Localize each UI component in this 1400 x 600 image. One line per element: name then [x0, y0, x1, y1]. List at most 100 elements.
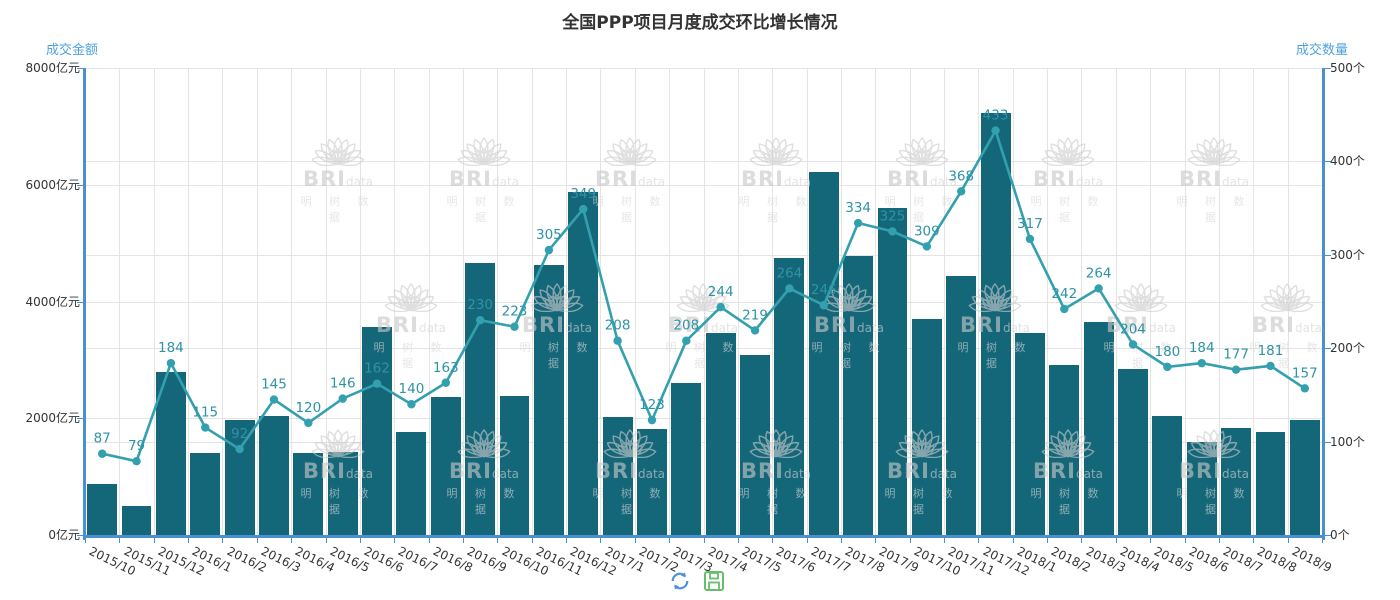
right-axis-tick-label: 300个	[1330, 247, 1365, 262]
line-point-2017/11[interactable]	[957, 187, 966, 196]
line-point-2015/11[interactable]	[132, 457, 141, 466]
bar-2017/6[interactable]	[774, 257, 805, 535]
bar-2017/4[interactable]	[705, 333, 736, 535]
line-point-2017/6[interactable]	[785, 284, 794, 293]
refresh-icon[interactable]	[668, 569, 692, 593]
line-point-2016/11[interactable]	[544, 245, 554, 255]
bar-2018/4[interactable]	[1118, 369, 1148, 535]
v-gridline	[359, 68, 361, 535]
bar-2016/9[interactable]	[465, 262, 496, 535]
line-point-2016/7[interactable]	[407, 400, 416, 409]
line-value-label: 223	[502, 304, 528, 320]
line-point-2016/10[interactable]	[510, 322, 519, 331]
bar-2017/10[interactable]	[911, 319, 942, 535]
line-value-label: 115	[192, 405, 218, 421]
bar-2016/5[interactable]	[327, 451, 358, 535]
bar-2017/9[interactable]	[877, 208, 908, 535]
line-point-2016/5[interactable]	[338, 394, 347, 403]
line-value-label: 184	[158, 340, 184, 356]
bar-2016/4[interactable]	[293, 452, 324, 535]
left-axis-line	[83, 68, 86, 540]
line-path	[101, 127, 1306, 463]
bar-2017/7[interactable]	[808, 171, 839, 535]
x-axis-tick	[1115, 538, 1117, 543]
line-point-2018/4[interactable]	[1128, 340, 1138, 349]
line-point-2017/9[interactable]	[888, 227, 897, 236]
x-axis-tick	[772, 538, 774, 543]
line-point-2018/1[interactable]	[1025, 234, 1035, 244]
line-point-2016/2[interactable]	[235, 444, 244, 454]
bar-2015/11[interactable]	[121, 505, 152, 535]
line-point-2016/1[interactable]	[201, 423, 210, 432]
bar-2018/1[interactable]	[1014, 333, 1045, 535]
line-point-2017/10[interactable]	[922, 242, 932, 251]
v-gridline	[188, 68, 190, 535]
x-axis-tick	[462, 538, 464, 543]
line-value-label: 181	[1258, 343, 1284, 359]
line-point-2018/5[interactable]	[1163, 362, 1172, 372]
line-point-2016/9[interactable]	[475, 315, 485, 325]
line-point-2017/5[interactable]	[750, 326, 760, 335]
line-value-label: 264	[1086, 265, 1112, 281]
line-point-2016/3[interactable]	[269, 395, 279, 404]
line-point-2018/8[interactable]	[1266, 361, 1275, 371]
bar-2018/3[interactable]	[1083, 321, 1114, 535]
line-value-label: 120	[295, 400, 321, 416]
bar-2018/5[interactable]	[1152, 415, 1183, 535]
line-point-2017/12[interactable]	[991, 126, 1000, 135]
line-value-label: 180	[1154, 344, 1180, 360]
line-point-2015/10[interactable]	[97, 449, 107, 458]
right-axis-tick	[1325, 68, 1331, 69]
bar-2017/3[interactable]	[671, 382, 702, 535]
bar-2015/10[interactable]	[87, 483, 118, 535]
v-gridline	[1218, 68, 1220, 535]
line-point-2017/3[interactable]	[682, 336, 691, 345]
line-point-2018/6[interactable]	[1197, 358, 1206, 368]
line-value-label: 87	[94, 431, 111, 447]
line-point-2017/7[interactable]	[819, 301, 828, 310]
x-axis-tick	[359, 538, 361, 543]
bar-2016/6[interactable]	[362, 327, 392, 535]
bar-2018/8[interactable]	[1255, 431, 1286, 535]
left-axis-tick-label: 6000亿元	[25, 177, 80, 192]
line-point-2017/4[interactable]	[716, 302, 725, 312]
bar-2016/1[interactable]	[190, 453, 221, 535]
line-value-label: 177	[1223, 347, 1249, 363]
toolbox	[668, 569, 726, 593]
line-point-2017/1[interactable]	[613, 336, 622, 345]
line-point-2018/3[interactable]	[1094, 284, 1103, 293]
x-axis-tick	[978, 538, 980, 543]
bar-2016/7[interactable]	[396, 431, 427, 535]
left-axis-tick-label: 2000亿元	[25, 411, 80, 426]
x-axis-tick	[1253, 538, 1255, 543]
save-image-icon[interactable]	[702, 569, 726, 593]
bar-2017/11[interactable]	[946, 276, 977, 535]
bar-2017/12[interactable]	[980, 112, 1011, 535]
line-point-2018/7[interactable]	[1231, 365, 1241, 374]
line-point-2018/2[interactable]	[1060, 304, 1069, 314]
line-point-2016/12[interactable]	[579, 204, 588, 214]
line-point-2017/2[interactable]	[647, 415, 657, 425]
bar-2018/9[interactable]	[1289, 420, 1320, 535]
x-axis-tick	[737, 538, 739, 543]
bar-2015/12[interactable]	[155, 372, 186, 535]
line-point-2016/8[interactable]	[441, 378, 450, 387]
line-point-2018/9[interactable]	[1300, 384, 1310, 393]
x-axis-tick	[531, 538, 533, 543]
bar-2016/8[interactable]	[430, 396, 461, 535]
v-gridline	[462, 68, 464, 535]
line-value-label: 204	[1120, 321, 1146, 337]
line-point-2016/6[interactable]	[372, 379, 382, 388]
bar-2016/3[interactable]	[259, 415, 289, 535]
line-point-2016/4[interactable]	[304, 418, 313, 428]
line-point-2017/8[interactable]	[853, 218, 863, 228]
bar-2016/10[interactable]	[499, 396, 530, 535]
v-gridline	[325, 68, 327, 535]
v-gridline	[1047, 68, 1049, 535]
v-gridline	[669, 68, 671, 535]
x-axis-line	[83, 535, 1325, 538]
bar-2016/2[interactable]	[224, 420, 255, 535]
line-value-label: 334	[845, 200, 871, 216]
x-axis-tick	[497, 538, 499, 543]
line-point-2015/12[interactable]	[166, 358, 176, 368]
